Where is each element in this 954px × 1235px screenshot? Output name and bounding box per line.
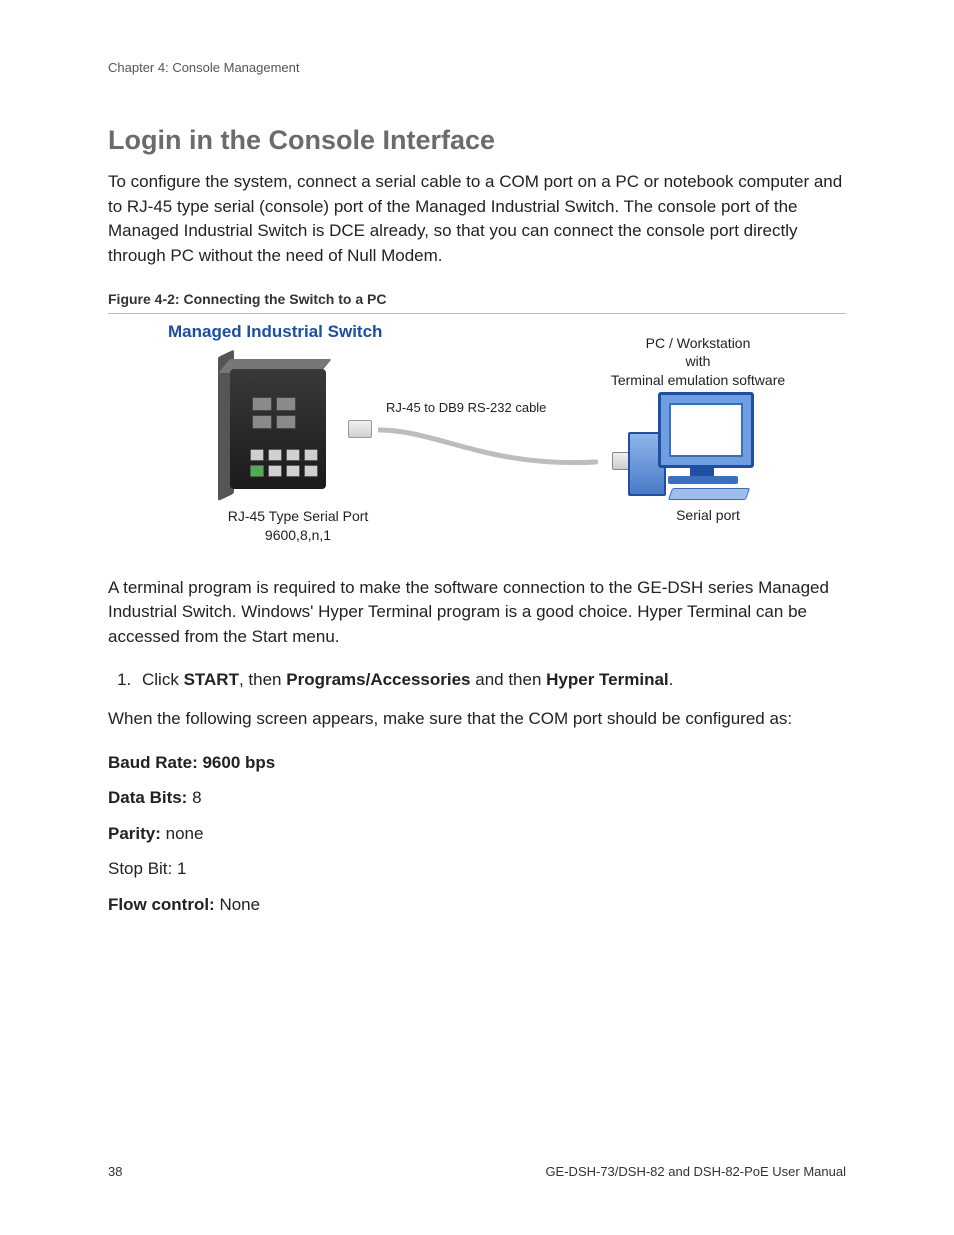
step1-mid2: and then bbox=[471, 670, 547, 689]
pc-workstation-icon bbox=[628, 392, 778, 502]
step1-prefix: Click bbox=[142, 670, 184, 689]
switch-caption-l2: 9600,8,n,1 bbox=[265, 527, 331, 543]
pc-title-line1: PC / Workstation bbox=[646, 335, 751, 351]
step1-b1: START bbox=[184, 670, 239, 689]
diagram-switch-title: Managed Industrial Switch bbox=[168, 322, 382, 342]
data-bits-value: 8 bbox=[187, 788, 201, 807]
manual-title: GE-DSH-73/DSH-82 and DSH-82-PoE User Man… bbox=[545, 1164, 846, 1179]
figure-diagram: Managed Industrial Switch PC / Workstati… bbox=[148, 322, 848, 562]
parity-value: none bbox=[161, 824, 204, 843]
com-settings: Baud Rate: 9600 bps Data Bits: 8 Parity:… bbox=[108, 750, 846, 918]
intro-paragraph: To configure the system, connect a seria… bbox=[108, 170, 846, 269]
rj45-connector-icon bbox=[348, 420, 378, 442]
parity-label: Parity: bbox=[108, 824, 161, 843]
figure-caption: Figure 4-2: Connecting the Switch to a P… bbox=[108, 291, 846, 307]
step1-suffix: . bbox=[669, 670, 674, 689]
step1-b3: Hyper Terminal bbox=[546, 670, 669, 689]
page: Chapter 4: Console Management Login in t… bbox=[0, 0, 954, 1235]
switch-device-icon bbox=[218, 357, 338, 497]
flow-control-value: None bbox=[215, 895, 260, 914]
baud-rate: Baud Rate: 9600 bps bbox=[108, 753, 275, 772]
stop-bit: Stop Bit: 1 bbox=[108, 859, 186, 878]
page-footer: 38 GE-DSH-73/DSH-82 and DSH-82-PoE User … bbox=[108, 1164, 846, 1179]
diagram-pc-caption: Serial port bbox=[638, 507, 778, 523]
steps-list: Click START, then Programs/Accessories a… bbox=[108, 667, 846, 693]
section-title: Login in the Console Interface bbox=[108, 125, 846, 156]
step-1: Click START, then Programs/Accessories a… bbox=[136, 667, 846, 693]
step1-mid1: , then bbox=[239, 670, 286, 689]
cable-icon bbox=[378, 418, 598, 478]
diagram-switch-caption: RJ-45 Type Serial Port 9600,8,n,1 bbox=[198, 507, 398, 546]
page-number: 38 bbox=[108, 1164, 122, 1179]
terminal-paragraph: A terminal program is required to make t… bbox=[108, 576, 846, 650]
pc-title-line2: with bbox=[686, 353, 711, 369]
flow-control-label: Flow control: bbox=[108, 895, 215, 914]
figure-rule bbox=[108, 313, 846, 314]
switch-caption-l1: RJ-45 Type Serial Port bbox=[228, 508, 369, 524]
config-paragraph: When the following screen appears, make … bbox=[108, 707, 846, 732]
chapter-header: Chapter 4: Console Management bbox=[108, 60, 846, 75]
diagram-pc-title: PC / Workstation with Terminal emulation… bbox=[588, 334, 808, 391]
pc-title-line3: Terminal emulation software bbox=[611, 372, 785, 388]
step1-b2: Programs/Accessories bbox=[286, 670, 470, 689]
diagram-cable-label: RJ-45 to DB9 RS-232 cable bbox=[386, 400, 546, 415]
data-bits-label: Data Bits: bbox=[108, 788, 187, 807]
